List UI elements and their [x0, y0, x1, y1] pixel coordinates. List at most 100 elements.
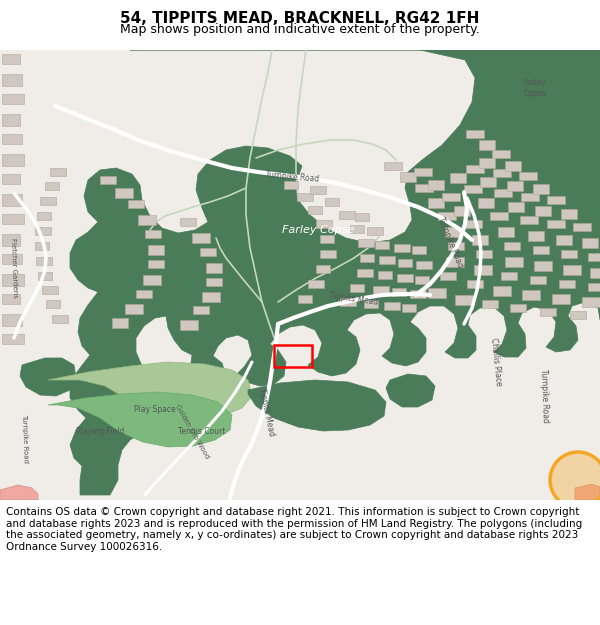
Bar	[448, 242, 464, 250]
Bar	[202, 292, 220, 302]
Bar	[320, 250, 336, 258]
Bar	[507, 181, 523, 191]
Bar	[138, 215, 156, 225]
Bar	[358, 239, 374, 247]
Bar	[143, 275, 161, 285]
Text: Challis Place: Challis Place	[489, 338, 503, 386]
Bar	[394, 244, 410, 252]
Bar	[52, 315, 68, 323]
Bar	[308, 206, 322, 214]
Bar	[128, 200, 144, 208]
Polygon shape	[248, 380, 386, 431]
Bar	[367, 227, 383, 235]
Bar	[520, 216, 538, 224]
Bar	[2, 114, 20, 126]
Polygon shape	[575, 484, 600, 500]
Bar	[533, 184, 549, 194]
Bar	[504, 242, 520, 250]
Polygon shape	[20, 358, 76, 396]
Bar	[415, 276, 429, 284]
Bar	[2, 274, 24, 286]
Bar	[2, 74, 22, 86]
Bar	[455, 295, 473, 305]
Text: Golden Orb Wood: Golden Orb Wood	[174, 404, 210, 460]
Bar	[2, 314, 22, 326]
Bar	[479, 140, 495, 150]
Bar	[373, 286, 389, 294]
Bar	[297, 193, 313, 201]
Bar	[35, 227, 51, 235]
Bar	[505, 161, 521, 171]
Bar	[206, 278, 222, 286]
Bar	[364, 300, 378, 308]
Bar	[563, 265, 581, 275]
Text: Tippits Mead: Tippits Mead	[257, 387, 275, 437]
Bar	[298, 295, 312, 303]
Text: Turnpike Road: Turnpike Road	[539, 369, 550, 423]
Bar	[476, 250, 492, 258]
Bar	[284, 181, 298, 189]
Bar	[414, 168, 432, 176]
Bar	[316, 220, 332, 228]
Bar	[588, 283, 600, 291]
Text: Tippits Mead: Tippits Mead	[329, 291, 379, 307]
Bar	[582, 297, 600, 307]
Bar	[466, 130, 484, 138]
Bar	[350, 225, 364, 233]
Bar	[573, 223, 591, 231]
Bar	[446, 257, 464, 267]
Bar	[547, 196, 565, 204]
Circle shape	[550, 452, 600, 508]
Bar	[180, 218, 196, 226]
Text: Farley Copse: Farley Copse	[282, 225, 354, 235]
Bar	[467, 280, 483, 288]
Bar	[45, 182, 59, 190]
Polygon shape	[386, 374, 435, 407]
Bar	[38, 272, 52, 280]
Bar	[492, 150, 510, 158]
Bar	[35, 242, 49, 250]
Bar	[561, 209, 577, 219]
Bar	[145, 230, 161, 238]
Text: Turnpike Road: Turnpike Road	[436, 215, 464, 269]
Bar	[325, 198, 339, 206]
Bar	[590, 268, 600, 278]
Bar	[474, 265, 492, 275]
Bar	[450, 173, 466, 183]
Bar	[410, 290, 426, 298]
Bar	[46, 300, 60, 308]
Bar	[428, 288, 446, 298]
Bar	[50, 168, 66, 176]
Bar	[320, 235, 334, 243]
Bar	[530, 276, 546, 284]
Bar	[350, 284, 364, 292]
Bar	[508, 202, 524, 212]
Bar	[464, 185, 482, 193]
Bar	[522, 290, 540, 300]
Bar	[454, 206, 470, 216]
Text: Turnpike Road: Turnpike Road	[21, 413, 29, 462]
Bar	[375, 241, 389, 249]
Bar	[339, 211, 355, 219]
Polygon shape	[478, 50, 585, 118]
Text: Playing Field: Playing Field	[76, 428, 124, 436]
Bar	[521, 193, 539, 201]
Bar	[378, 271, 392, 279]
Bar	[392, 288, 406, 296]
Bar	[2, 134, 22, 144]
Bar	[547, 220, 565, 228]
Bar	[2, 234, 20, 246]
Bar	[206, 263, 222, 273]
Bar	[100, 176, 116, 184]
Bar	[398, 259, 412, 267]
Bar	[310, 186, 326, 194]
Bar	[340, 298, 356, 306]
Bar	[193, 306, 209, 314]
Bar	[2, 154, 24, 166]
Bar	[412, 246, 426, 254]
Bar	[40, 197, 56, 205]
Bar	[556, 235, 572, 245]
Bar	[2, 294, 20, 304]
Bar	[570, 311, 586, 319]
Bar	[440, 272, 456, 280]
